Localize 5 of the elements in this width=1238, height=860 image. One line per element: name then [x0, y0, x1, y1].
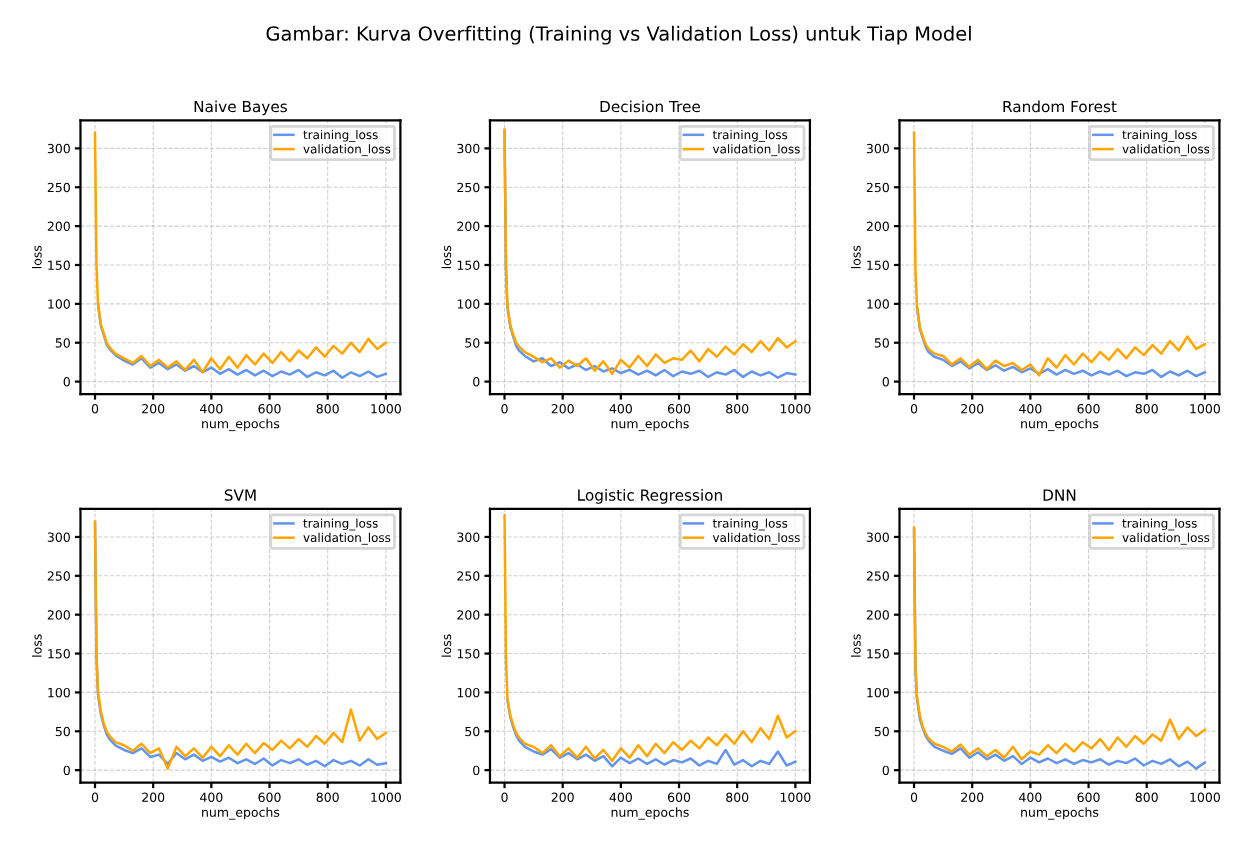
text: Gambar: Kurva Overfitting (Training vs Validation Loss) untuk Tiap Model: [266, 25, 971, 45]
line-series: [506, 698, 797, 768]
line-series: [93, 131, 388, 374]
line-series: [912, 131, 1207, 377]
line-series: [503, 513, 797, 763]
